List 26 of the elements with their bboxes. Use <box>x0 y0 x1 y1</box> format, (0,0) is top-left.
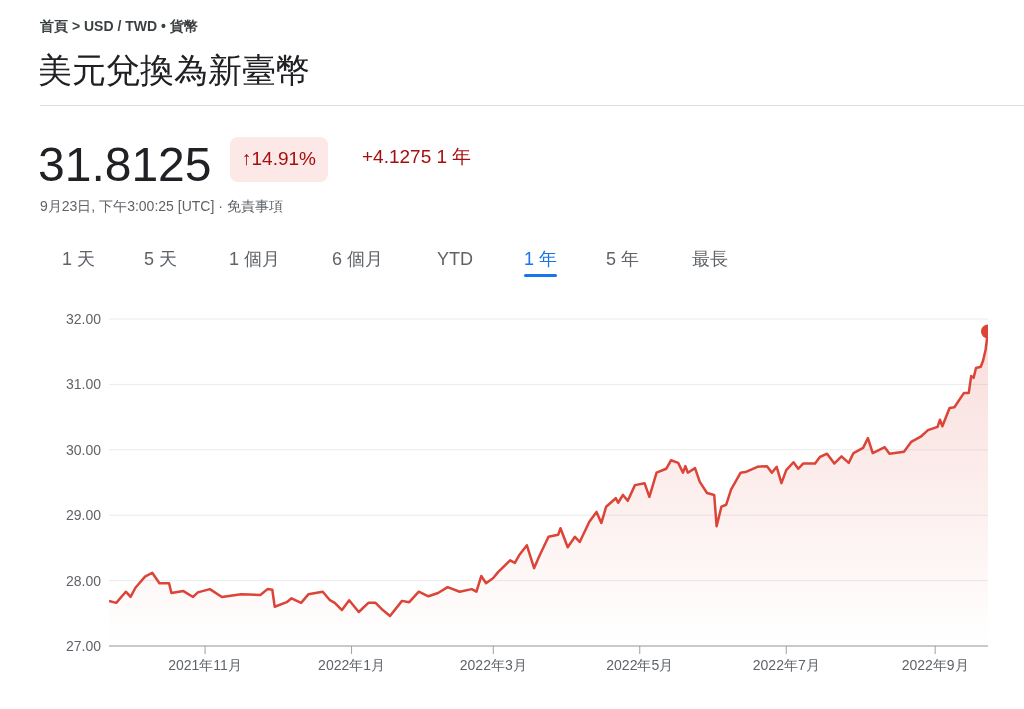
text: 1 天 <box>62 249 96 269</box>
text: 最長 <box>692 249 728 269</box>
text: YTD <box>437 249 473 269</box>
x-tick-label: 2022年9月 <box>901 656 969 673</box>
x-tick-label: 2022年3月 <box>459 656 527 673</box>
y-tick-label: 29.00 <box>65 507 102 524</box>
y-tick-label: 28.00 <box>65 572 102 589</box>
y-tick-label: 32.00 <box>65 310 102 327</box>
x-tick-label: 2022年1月 <box>318 656 386 673</box>
text: 5 天 <box>144 249 178 269</box>
x-tick-label: 2022年5月 <box>606 656 674 673</box>
x-tick-label: 2021年11月 <box>168 656 242 673</box>
text: 首頁 > USD / TWD • 貨幣 <box>40 18 198 34</box>
x-tick-label: 2022年7月 <box>752 656 820 673</box>
text: +4.1275 1 年 <box>362 146 472 167</box>
text: ↑14.91% <box>242 148 316 169</box>
text: 9月23日, 下午3:00:25 [UTC] · 免責事項 <box>40 198 283 214</box>
text: 6 個月 <box>332 249 384 269</box>
text: 31.8125 <box>38 138 212 191</box>
chart-title: 美元兌換為新臺幣 <box>38 50 310 91</box>
y-tick-label: 31.00 <box>65 376 102 393</box>
text: 1 年 <box>524 249 558 269</box>
y-tick-label: 27.00 <box>65 637 102 654</box>
y-tick-label: 30.00 <box>65 441 102 458</box>
text: 5 年 <box>606 249 640 269</box>
text: 1 個月 <box>229 249 281 269</box>
